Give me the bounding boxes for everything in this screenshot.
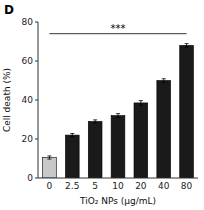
bar xyxy=(134,103,148,178)
error-bar xyxy=(185,44,189,48)
y-axis xyxy=(38,22,39,178)
error-line xyxy=(72,134,73,137)
x-tick-label: 5 xyxy=(92,181,98,191)
error-line xyxy=(118,114,119,118)
error-line xyxy=(95,120,96,123)
error-bar xyxy=(70,134,74,137)
x-tick-label: 2.5 xyxy=(65,181,79,191)
error-cap xyxy=(93,123,97,124)
error-cap xyxy=(116,113,120,114)
error-cap xyxy=(93,119,97,120)
y-tick-label: 40 xyxy=(22,95,34,105)
x-tick-label: 0 xyxy=(47,181,53,191)
x-axis-label: TiO₂ NPs (μg/mL) xyxy=(79,196,156,206)
x-tick-label: 40 xyxy=(158,181,170,191)
bars xyxy=(43,44,194,178)
y-tick-label: 60 xyxy=(22,56,34,66)
chart: 0 20 40 60 80 0 2.5 5 10 20 40 80 *** TiO₂ NPs (μg/mL… xyxy=(0,0,204,210)
title: D xyxy=(4,3,14,17)
error-line xyxy=(163,79,164,83)
error-cap xyxy=(139,105,143,106)
x-tick-label: 20 xyxy=(135,181,147,191)
error-line xyxy=(49,156,50,159)
error-line xyxy=(186,44,187,48)
bar xyxy=(88,121,102,178)
error-cap xyxy=(185,47,189,48)
error-cap xyxy=(47,155,51,156)
bar xyxy=(111,116,125,178)
error-cap xyxy=(185,43,189,44)
error-cap xyxy=(47,159,51,160)
error-bar xyxy=(162,79,166,83)
error-bar xyxy=(139,101,143,106)
error-cap xyxy=(162,82,166,83)
error-bar xyxy=(93,120,97,123)
significance-text: *** xyxy=(111,23,126,34)
error-cap xyxy=(162,78,166,79)
bar xyxy=(180,45,194,178)
x-axis xyxy=(38,178,198,179)
bar xyxy=(65,135,79,178)
bar xyxy=(157,81,171,179)
bar xyxy=(43,158,57,178)
y-axis-label: Cell death (%) xyxy=(2,68,12,132)
error-cap xyxy=(70,136,74,137)
y-tick-label: 0 xyxy=(27,173,33,183)
y-tick-label: 80 xyxy=(22,17,34,27)
error-bar xyxy=(116,114,120,118)
x-tick-label: 10 xyxy=(112,181,124,191)
y-tick-label: 20 xyxy=(22,134,34,144)
error-cap xyxy=(139,100,143,101)
error-cap xyxy=(116,117,120,118)
error-line xyxy=(140,101,141,106)
error-bar xyxy=(47,156,51,159)
x-tick-label: 80 xyxy=(181,181,193,191)
error-cap xyxy=(70,133,74,134)
